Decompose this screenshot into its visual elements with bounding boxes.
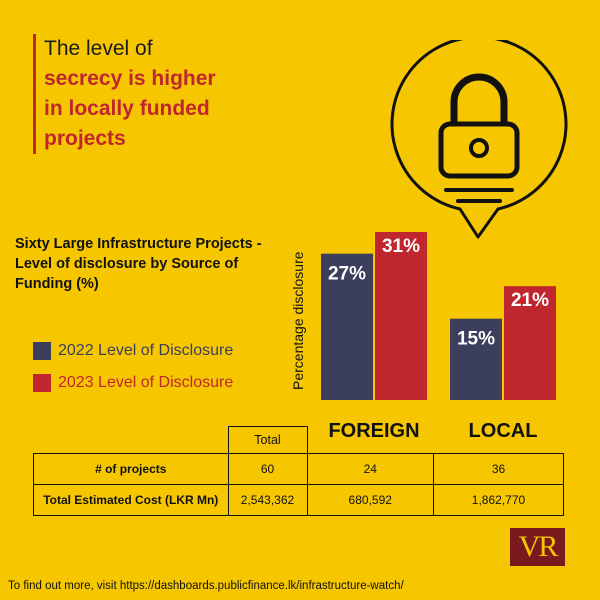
bar-foreign-2022 [321, 253, 373, 400]
table-header-row: Total [34, 426, 564, 454]
data-label-local-2023: 21% [511, 290, 549, 311]
table-cell-local: 1,862,770 [433, 484, 564, 516]
project-cost-table: Total # of projects 60 24 36 Total Estim… [33, 426, 564, 516]
legend-label-2022: 2022 Level of Disclosure [58, 342, 234, 359]
headline-line-3: in locally funded [44, 97, 210, 120]
speech-bubble-icon [390, 40, 568, 239]
table-row: Total Estimated Cost (LKR Mn) 2,543,362 … [33, 484, 564, 516]
table-row-label: Total Estimated Cost (LKR Mn) [33, 484, 229, 516]
headline-line-4: projects [44, 127, 126, 150]
chart-legend: 2022 Level of Disclosure 2023 Level of D… [33, 342, 233, 406]
y-axis-label: Percentage disclosure [290, 251, 306, 391]
headline: The level of secrecy is higher in locall… [33, 34, 216, 154]
table-row: # of projects 60 24 36 [33, 453, 564, 485]
table-cell-total: 2,543,362 [227, 484, 308, 516]
legend-label-2023: 2023 Level of Disclosure [58, 374, 234, 391]
legend-item-2023: 2023 Level of Disclosure [33, 374, 233, 392]
table-header-total: Total [227, 426, 308, 454]
table-cell-foreign: 24 [306, 453, 434, 485]
data-label-local-2022: 15% [457, 329, 495, 350]
footer-note: To find out more, visit https://dashboar… [8, 580, 404, 592]
table-row-label: # of projects [33, 453, 229, 485]
headline-line-1: The level of [44, 37, 153, 60]
legend-swatch-2022 [33, 342, 51, 360]
legend-swatch-2023 [33, 374, 51, 392]
table-cell-foreign: 680,592 [306, 484, 434, 516]
chart-subtitle: Sixty Large Infrastructure Projects - Le… [15, 236, 262, 292]
table-cell-total: 60 [227, 453, 308, 485]
bar-local-2023 [504, 286, 556, 400]
bar-local-2022 [450, 318, 502, 400]
vr-logo: VR [510, 528, 565, 566]
table-cell-local: 36 [433, 453, 564, 485]
headline-line-2: secrecy is higher [44, 67, 216, 90]
data-label-foreign-2022: 27% [328, 264, 366, 285]
legend-item-2022: 2022 Level of Disclosure [33, 342, 233, 360]
lock-icon [438, 73, 520, 203]
